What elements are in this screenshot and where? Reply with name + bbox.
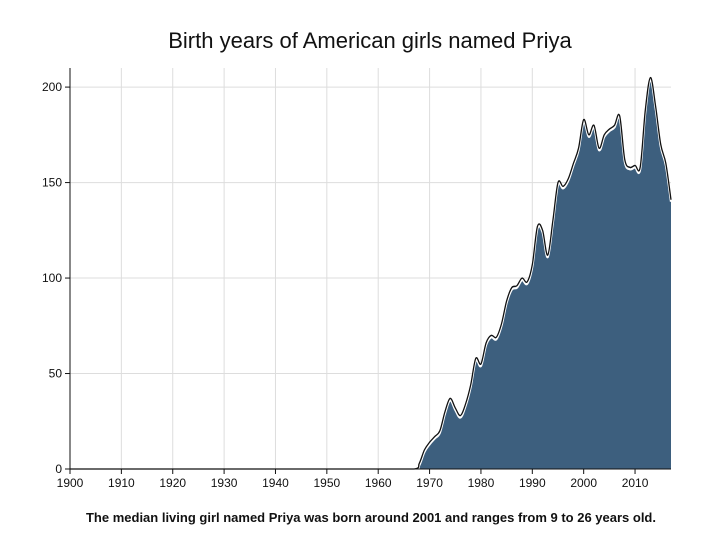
x-tick-label: 2010 [622,476,649,490]
x-tick-label: 1980 [468,476,495,490]
y-tick-label: 0 [55,462,62,476]
axis-layer: 0 50 100 150 200 1900 1910 1920 1930 1940 1950 1960… [42,68,671,490]
area-fill [70,77,671,470]
y-tick-label: 200 [42,80,62,94]
x-tick-label: 1970 [416,476,443,490]
x-tick-label: 1900 [57,476,84,490]
x-tick-label: 1940 [262,476,289,490]
area-layer [70,76,673,473]
x-tick-label: 1950 [313,476,340,490]
y-tick-label: 150 [42,176,62,190]
x-tick-label: 1960 [365,476,392,490]
chart-title: Birth years of American girls named Priy… [168,28,572,53]
chart-caption: The median living girl named Priya was b… [85,510,656,525]
series-line [70,76,672,470]
x-tick-label: 1930 [211,476,238,490]
y-tick-label: 100 [42,271,62,285]
y-tick-label: 50 [49,367,63,381]
x-tick-label: 2000 [570,476,597,490]
x-tick-label: 1910 [108,476,135,490]
x-tick-label: 1990 [519,476,546,490]
x-tick-label: 1920 [159,476,186,490]
